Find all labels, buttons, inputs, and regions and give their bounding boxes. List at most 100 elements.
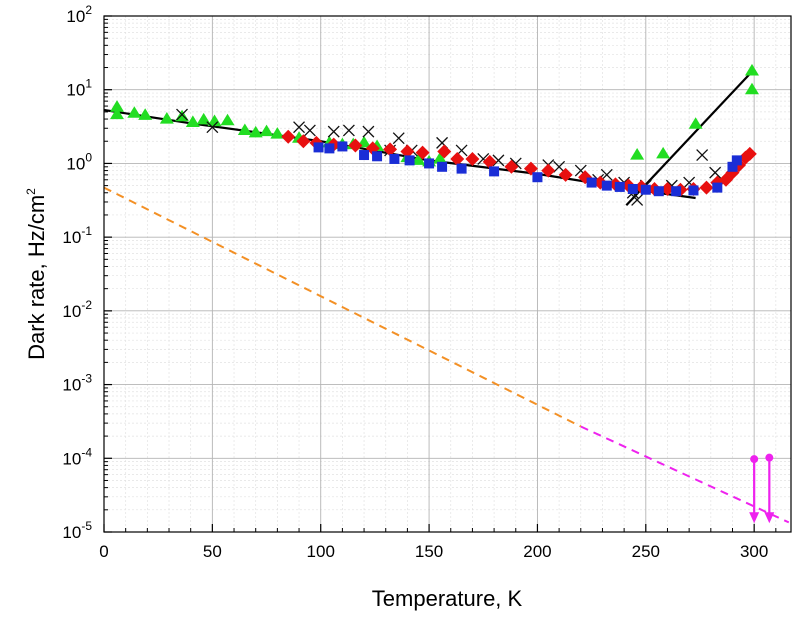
x-tick-label: 300 — [740, 542, 768, 561]
cross-marker — [362, 125, 375, 138]
cross-marker — [176, 108, 188, 121]
y-tick-exponent: -5 — [81, 519, 92, 533]
x-tick-label: 250 — [632, 542, 660, 561]
square-marker — [727, 161, 738, 172]
cross-marker — [492, 154, 505, 167]
square-marker — [404, 155, 415, 166]
upper-limit-arrow-dot — [750, 455, 759, 464]
y-tick-base: 10 — [62, 302, 81, 321]
y-tick-exponent: -1 — [81, 224, 92, 238]
diamond-marker — [296, 134, 311, 149]
triangle-marker — [127, 106, 142, 118]
diamond-marker — [699, 180, 714, 195]
square-marker — [712, 182, 723, 193]
cross-marker — [392, 132, 405, 145]
diamond-marker — [558, 167, 573, 182]
y-tick-exponent: -3 — [81, 372, 92, 386]
square-marker — [671, 186, 682, 197]
diamond-marker — [281, 129, 296, 144]
triangle-marker — [259, 124, 274, 137]
triangle-marker — [688, 117, 703, 129]
cross-marker — [553, 160, 566, 173]
y-tick-label: 10-5 — [62, 519, 92, 542]
y-tick-base: 10 — [62, 449, 81, 468]
y-tick-base: 10 — [66, 81, 85, 100]
diamond-marker — [742, 146, 757, 161]
triangle-marker — [248, 125, 263, 138]
diamond-marker — [660, 181, 675, 196]
triangle-marker — [744, 82, 759, 95]
plot-frame — [103, 15, 792, 533]
square-marker — [337, 141, 348, 152]
square-marker — [324, 143, 335, 154]
square-marker — [614, 181, 625, 192]
diamond-marker — [400, 144, 415, 159]
diamond-marker — [450, 151, 465, 166]
y-tick-exponent: -2 — [81, 298, 92, 312]
square-marker — [372, 151, 383, 162]
square-marker — [688, 185, 699, 196]
plot-background — [104, 16, 791, 532]
triangle-marker — [110, 100, 125, 112]
y-tick-label: 10-3 — [62, 372, 92, 395]
y-axis-title-sup: 2 — [24, 188, 38, 195]
model-dashed-line — [103, 186, 582, 428]
x-axis-title: Temperature, K — [372, 586, 523, 611]
cross-marker — [206, 121, 219, 134]
triangle-marker — [432, 151, 447, 164]
triangle-marker — [411, 153, 426, 165]
y-tick-label: 101 — [66, 77, 92, 100]
upper-limit-arrow-head — [749, 512, 760, 524]
square-marker — [532, 172, 543, 183]
triangle-marker — [237, 123, 252, 136]
y-tick-exponent: 1 — [85, 77, 92, 91]
model-dashed-line — [580, 425, 790, 524]
diamond-marker — [504, 159, 519, 174]
triangle-marker — [656, 146, 671, 159]
diamond-marker — [348, 138, 363, 153]
cross-marker — [709, 166, 722, 179]
cross-marker — [327, 125, 340, 138]
y-tick-label: 102 — [66, 3, 92, 26]
diamond-marker — [415, 145, 430, 160]
data-markers — [110, 63, 759, 206]
cross-marker — [342, 124, 355, 137]
axis-ticks — [103, 15, 777, 533]
y-axis-title: Dark rate, Hz/cm2 — [24, 188, 49, 360]
square-marker — [601, 180, 612, 191]
y-tick-label: 10-2 — [62, 298, 92, 321]
y-tick-exponent: 2 — [85, 3, 92, 17]
square-marker — [313, 142, 324, 153]
square-marker — [424, 158, 435, 169]
square-marker — [627, 183, 638, 194]
square-marker — [731, 155, 742, 166]
diamond-marker — [437, 144, 452, 159]
diamond-marker — [523, 161, 538, 176]
triangle-marker — [110, 107, 125, 120]
x-tick-label: 150 — [415, 542, 443, 561]
upper-limit-arrows — [749, 453, 775, 524]
diamond-marker — [541, 163, 556, 178]
cross-marker — [696, 149, 709, 161]
square-marker — [359, 150, 370, 161]
y-tick-base: 10 — [62, 376, 81, 395]
square-marker — [389, 153, 400, 164]
x-tick-label: 100 — [307, 542, 335, 561]
upper-limit-arrow-dot — [765, 453, 774, 462]
x-tick-label: 50 — [203, 542, 222, 561]
y-axis-title-main: Dark rate, Hz/cm — [24, 195, 49, 360]
triangle-marker — [270, 127, 285, 139]
y-tick-base: 10 — [62, 228, 81, 247]
cross-marker — [631, 193, 644, 206]
x-tick-label: 200 — [523, 542, 551, 561]
fit-line — [625, 68, 756, 207]
x-tick-label: 0 — [99, 542, 108, 561]
square-marker — [653, 186, 664, 197]
triangle-marker — [630, 148, 645, 160]
diamond-marker — [383, 142, 398, 157]
y-tick-exponent: -4 — [81, 445, 92, 459]
diamond-marker — [482, 154, 497, 169]
x-tick-labels: 0 50 100 150 200 250 300 — [99, 542, 768, 561]
